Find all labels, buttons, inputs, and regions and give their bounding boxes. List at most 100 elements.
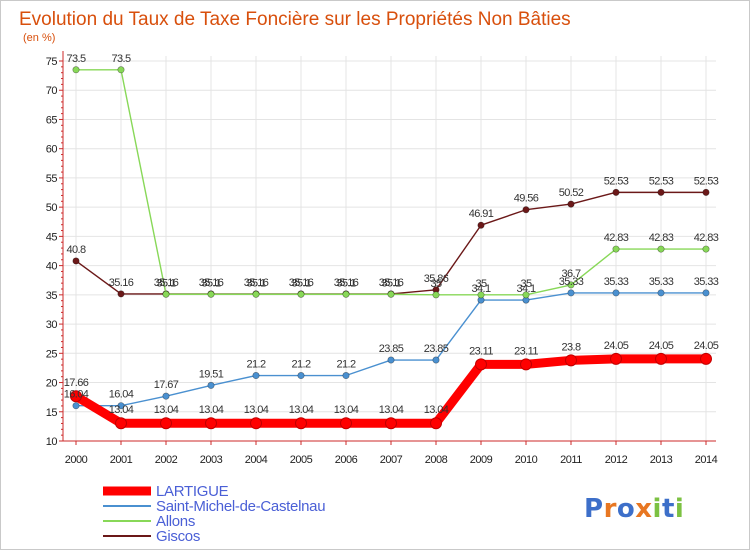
- y-tick-label: 45: [46, 231, 58, 243]
- data-label: 13.04: [199, 404, 224, 416]
- data-label: 35: [475, 278, 487, 290]
- data-point: [72, 257, 80, 265]
- data-label: 17.67: [154, 379, 179, 391]
- y-tick-label: 60: [46, 144, 58, 156]
- data-label: 35.16: [334, 277, 359, 289]
- legend-entry: LARTIGUE: [156, 483, 229, 500]
- x-tick-label: 2005: [290, 454, 313, 466]
- x-tick-label: 2006: [335, 454, 358, 466]
- data-point: [297, 290, 305, 298]
- logo-letter: x: [635, 494, 652, 524]
- data-point: [567, 289, 575, 297]
- data-label: 21.2: [336, 359, 355, 371]
- data-label: 13.04: [424, 404, 449, 416]
- data-label: 35.86: [424, 273, 449, 285]
- data-point: [657, 245, 665, 253]
- data-point: [252, 372, 260, 380]
- x-tick-label: 2010: [515, 454, 538, 466]
- y-tick-label: 70: [46, 85, 58, 97]
- logo-letter: t: [662, 494, 675, 524]
- data-label: 23.85: [424, 343, 449, 355]
- data-label: 49.56: [514, 193, 539, 205]
- data-point: [72, 402, 80, 410]
- data-label: 52.53: [694, 175, 719, 187]
- data-point: [387, 356, 395, 364]
- data-label: 34.1: [471, 283, 490, 295]
- legend-entry: Giscos: [156, 528, 200, 545]
- x-tick-label: 2011: [560, 454, 582, 466]
- logo-text: Proxiti: [584, 494, 684, 524]
- data-point: [612, 245, 620, 253]
- data-point: [477, 221, 485, 229]
- logo-letter: P: [584, 494, 604, 524]
- data-label: 23.85: [379, 343, 404, 355]
- data-point: [432, 291, 440, 299]
- data-label: 13.04: [379, 404, 404, 416]
- x-tick-label: 2009: [470, 454, 493, 466]
- data-label: 23.11: [469, 345, 493, 357]
- data-label: 16.04: [109, 389, 134, 401]
- data-point: [657, 289, 665, 297]
- data-labels: 17.66 13.04 13.04 13.04 13.04 13.04 13.04 13.04…: [64, 53, 720, 416]
- data-label: 35.16: [154, 277, 179, 289]
- data-point: [117, 402, 125, 410]
- x-tick-label: 2000: [65, 454, 88, 466]
- data-point: [387, 290, 395, 298]
- x-tick-label: 2013: [650, 454, 673, 466]
- data-point: [522, 291, 530, 299]
- data-point: [657, 188, 665, 196]
- data-point: [207, 290, 215, 298]
- data-label: 35.1: [381, 277, 400, 289]
- data-point: [117, 66, 125, 74]
- x-tick-label: 2001: [110, 454, 133, 466]
- y-tick-label: 25: [46, 348, 58, 360]
- x-tick-label: 2004: [245, 454, 268, 466]
- data-label: 16.04: [64, 389, 89, 401]
- data-point: [702, 289, 710, 297]
- y-tick-label: 35: [46, 290, 58, 302]
- data-point: [567, 200, 575, 208]
- data-point: [567, 281, 575, 289]
- data-label: 17.66: [64, 377, 89, 389]
- data-point: [475, 358, 487, 371]
- data-point: [702, 245, 710, 253]
- data-label: 24.05: [694, 340, 719, 352]
- data-label: 35.1: [336, 277, 355, 289]
- series-lines: [70, 66, 712, 430]
- logo-letter: o: [617, 494, 635, 524]
- data-point: [520, 358, 532, 371]
- x-tick-label: 2008: [425, 454, 448, 466]
- data-point: [340, 417, 352, 430]
- legend: LARTIGUESaint-Michel-de-CastelnauAllonsG…: [103, 483, 326, 545]
- data-label: 42.83: [694, 232, 719, 244]
- data-point: [655, 352, 667, 365]
- data-label: 35.33: [694, 276, 719, 288]
- data-point: [162, 290, 170, 298]
- y-tick-label: 55: [46, 173, 58, 185]
- data-point: [72, 66, 80, 74]
- data-point: [612, 289, 620, 297]
- data-label: 21.2: [246, 359, 265, 371]
- data-label: 35.16: [109, 277, 134, 289]
- data-label: 13.04: [289, 404, 314, 416]
- y-tick-label: 20: [46, 378, 58, 390]
- data-label: 13.04: [154, 404, 179, 416]
- data-point: [297, 372, 305, 380]
- y-axis-unit: (en %): [23, 32, 55, 44]
- logo-letter: r: [604, 494, 617, 524]
- data-label: 23.11: [514, 345, 538, 357]
- proxiti-logo: Proxiti: [584, 494, 684, 524]
- data-point: [342, 372, 350, 380]
- data-point: [205, 417, 217, 430]
- data-point: [702, 188, 710, 196]
- data-label: 35.16: [379, 277, 404, 289]
- x-tick-label: 2003: [200, 454, 223, 466]
- data-point: [207, 381, 215, 389]
- x-tick-label: 2002: [155, 454, 178, 466]
- data-point: [430, 417, 442, 430]
- x-tick-label: 2012: [605, 454, 628, 466]
- data-label: 35.1: [291, 277, 310, 289]
- data-label: 46.91: [469, 208, 494, 220]
- data-label: 35.33: [559, 276, 584, 288]
